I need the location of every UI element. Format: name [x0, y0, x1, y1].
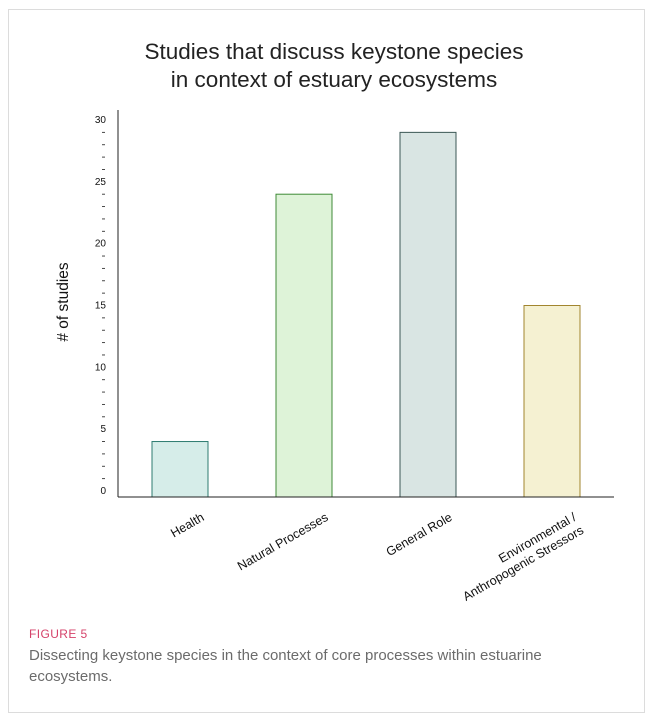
y-tick-label: 30 [95, 115, 107, 126]
bar [523, 305, 581, 498]
y-tick-label: 15 [95, 301, 107, 312]
x-axis: Health Natural Processes General Role Envir… [118, 496, 614, 604]
y-axis-label: # of studies [55, 262, 72, 342]
bar [151, 441, 209, 498]
y-axis: 0 5 10 15 20 25 30 [95, 110, 119, 497]
bar-chart: 0 5 10 15 20 25 30 Health Natural Processes Gene… [55, 110, 614, 604]
y-tick-label: 20 [95, 239, 107, 250]
bar [399, 131, 457, 498]
chart-title-line-1: Studies that discuss keystone species [144, 39, 524, 64]
x-tick-label: General Role [384, 510, 455, 559]
x-tick-label: Health [168, 510, 206, 540]
y-tick-label: 5 [100, 424, 106, 435]
y-tick-label: 25 [95, 177, 107, 188]
figure-caption: Dissecting keystone species in the conte… [29, 647, 542, 685]
x-tick-label: Natural Processes [235, 510, 330, 573]
chart-title: Studies that discuss keystone species in… [60, 38, 608, 94]
y-tick-label: 10 [95, 362, 107, 373]
bar [275, 193, 333, 498]
y-tick-label: 0 [100, 486, 106, 497]
x-tick-label: Environmental /Anthropogenic Stressors [453, 510, 586, 604]
chart-title-line-2: in context of estuary ecosystems [170, 67, 498, 92]
bars [151, 131, 581, 498]
figure-label: FIGURE 5 [29, 627, 88, 641]
